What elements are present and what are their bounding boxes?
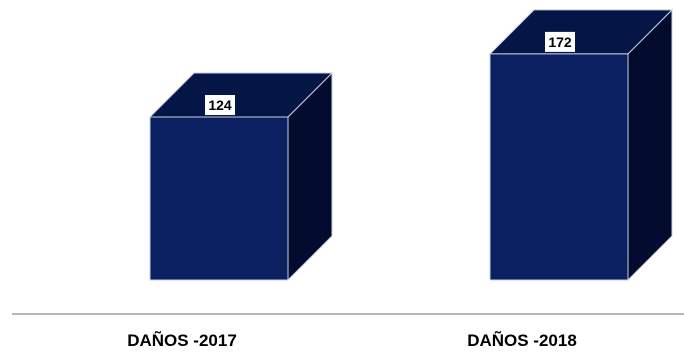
data-label-2: 172 <box>545 31 575 52</box>
data-label-text: 172 <box>548 34 572 50</box>
bar-1 <box>148 71 334 282</box>
bars-group <box>148 8 674 282</box>
data-label-box <box>545 31 575 52</box>
bar-front-face <box>489 53 629 281</box>
bar-front-face <box>149 116 289 281</box>
bar-side-face <box>627 8 673 282</box>
category-label-2: DAÑOS -2018 <box>467 330 577 350</box>
labels-group: 124 DAÑOS -2017 172 DAÑOS -2018 <box>127 31 577 350</box>
data-label-1: 124 <box>205 95 235 115</box>
data-label-text: 124 <box>208 97 232 113</box>
category-label-1: DAÑOS -2017 <box>127 330 237 350</box>
data-label-box <box>205 95 235 115</box>
bar-2 <box>488 8 674 282</box>
